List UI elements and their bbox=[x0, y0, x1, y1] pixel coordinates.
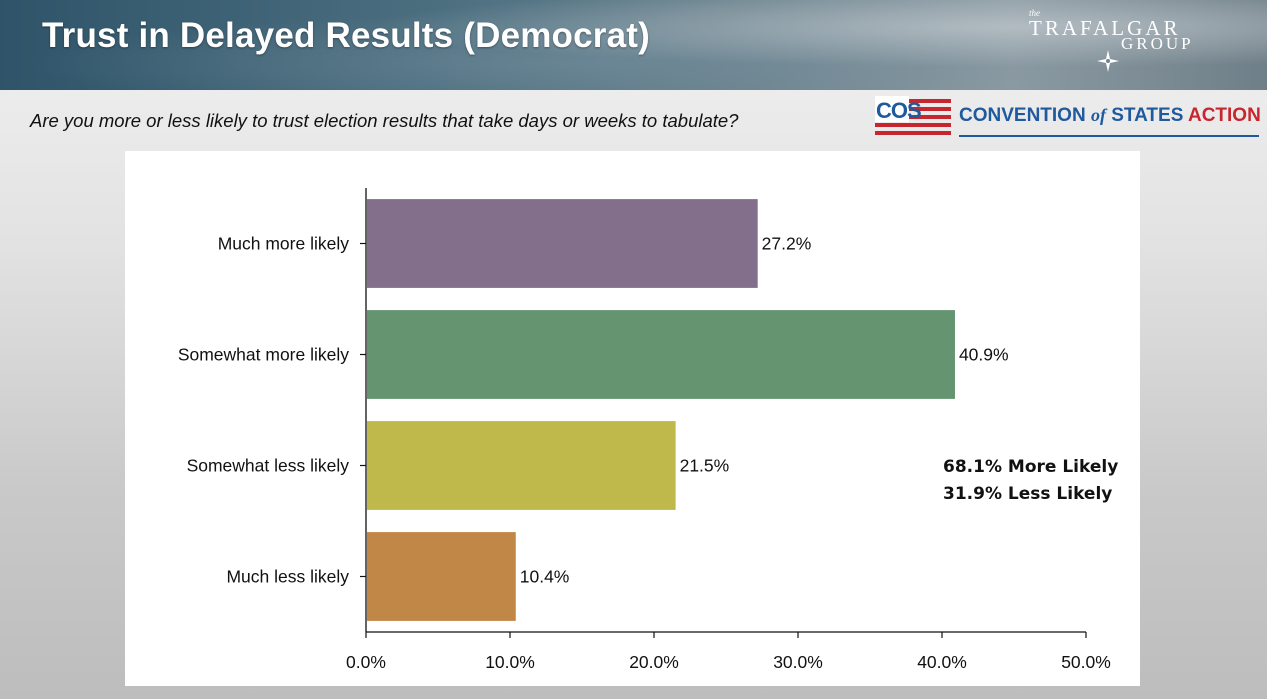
bar-3 bbox=[367, 421, 676, 510]
bar-1 bbox=[367, 199, 758, 288]
sponsor-name: CONVENTION of STATES ACTION bbox=[959, 105, 1261, 127]
summary-box: 68.1% More Likely 31.9% Less Likely bbox=[943, 454, 1118, 508]
value-label-3: 21.5% bbox=[680, 456, 730, 476]
value-label-2: 40.9% bbox=[959, 345, 1009, 365]
x-tick-label-4: 30.0% bbox=[773, 652, 823, 672]
x-tick-label-2: 10.0% bbox=[485, 652, 535, 672]
category-label-3: Somewhat less likely bbox=[187, 456, 350, 476]
sponsor-name-convention: CONVENTION bbox=[959, 105, 1086, 126]
convention-of-states-action-logo: COS CONVENTION of STATES ACTION bbox=[875, 96, 1261, 142]
sponsor-name-action: ACTION bbox=[1187, 105, 1261, 126]
x-tick-label-6: 50.0% bbox=[1061, 652, 1111, 672]
x-tick-label-5: 40.0% bbox=[917, 652, 967, 672]
cos-mark: COS bbox=[876, 98, 921, 123]
summary-less-likely: 31.9% Less Likely bbox=[943, 484, 1113, 504]
cos-flag-icon: COS bbox=[875, 96, 951, 135]
slide-title: Trust in Delayed Results (Democrat) bbox=[42, 16, 650, 55]
trafalgar-group-logo: the TRAFALGAR GROUP bbox=[1025, 6, 1225, 76]
chart-panel: Much more likely 27.2% Somewhat more likel… bbox=[125, 151, 1140, 686]
sponsor-name-states: STATES bbox=[1111, 105, 1184, 126]
bar-2 bbox=[367, 310, 955, 399]
compass-star-icon bbox=[1097, 50, 1119, 72]
x-tick-label-1: 0.0% bbox=[346, 652, 386, 672]
category-label-1: Much more likely bbox=[218, 234, 350, 254]
brand-the: the bbox=[1029, 8, 1040, 18]
summary-more-likely: 68.1% More Likely bbox=[943, 457, 1119, 477]
sponsor-name-of: of bbox=[1090, 105, 1106, 125]
sponsor-underline bbox=[959, 135, 1259, 137]
bar-4 bbox=[367, 532, 516, 621]
category-label-2: Somewhat more likely bbox=[178, 345, 349, 365]
value-label-4: 10.4% bbox=[520, 567, 570, 587]
brand-line1: TRAFALGAR bbox=[1029, 16, 1181, 40]
survey-question: Are you more or less likely to trust ele… bbox=[30, 110, 739, 131]
category-label-4: Much less likely bbox=[226, 567, 349, 587]
bar-chart: Much more likely 27.2% Somewhat more likel… bbox=[178, 188, 1111, 672]
value-label-1: 27.2% bbox=[762, 234, 812, 254]
x-tick-label-3: 20.0% bbox=[629, 652, 679, 672]
brand-line2: GROUP bbox=[1121, 34, 1194, 53]
header-banner: Trust in Delayed Results (Democrat) the … bbox=[0, 0, 1267, 90]
